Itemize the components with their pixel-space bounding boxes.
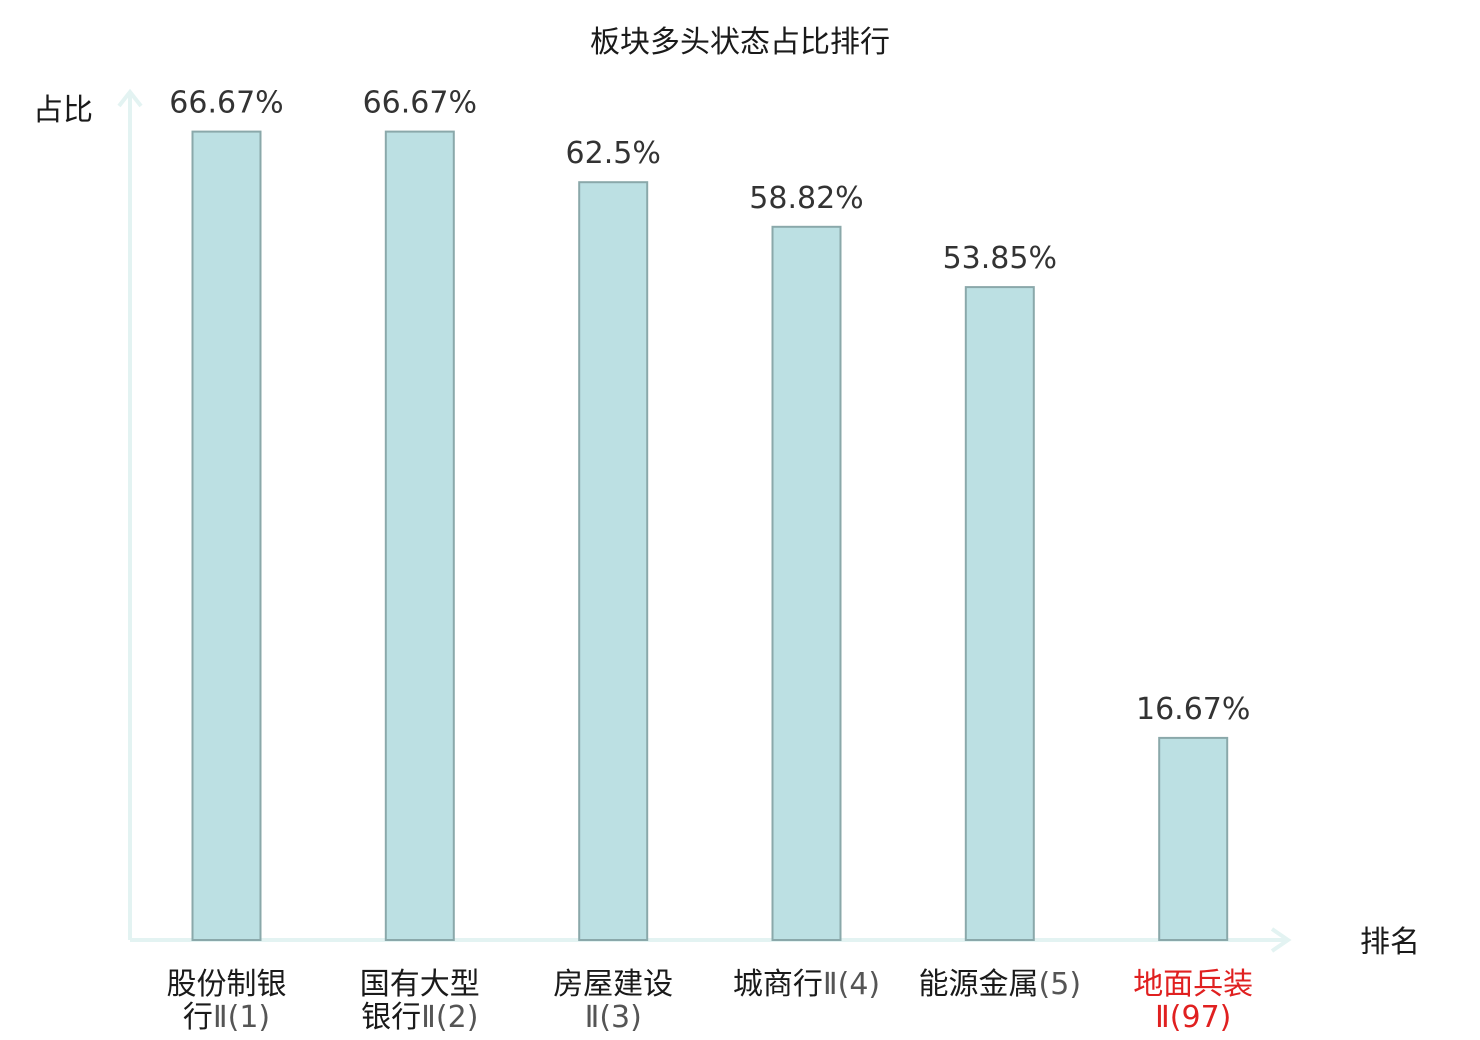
category-label-part: (5) xyxy=(1039,967,1082,1002)
bar-value-label: 58.82% xyxy=(749,181,863,216)
category-label-part: Ⅱ(2) xyxy=(421,1000,478,1035)
category-label-part: Ⅱ(97) xyxy=(1155,1000,1231,1035)
category-label: 国有大型 xyxy=(360,967,480,1002)
bar-value-label: 66.67% xyxy=(363,86,477,121)
category-label: 行Ⅱ(1) xyxy=(183,1000,270,1035)
bar xyxy=(771,225,842,942)
category-label-part: 能源金属 xyxy=(919,967,1039,1002)
bar xyxy=(578,181,649,941)
y-axis-label: 占比 xyxy=(33,93,93,128)
bar-value-label: 62.5% xyxy=(566,136,661,171)
axes xyxy=(117,88,1292,953)
category-label: 城商行Ⅱ(4) xyxy=(733,967,880,1002)
x-axis-arrow xyxy=(1270,927,1292,953)
bar-value-label: 16.67% xyxy=(1136,692,1250,727)
category-label-part: 房屋建设 xyxy=(553,967,673,1002)
bar-value-label: 53.85% xyxy=(943,241,1057,276)
category-label-part: Ⅱ(1) xyxy=(213,1000,270,1035)
category-label-part: 地面兵装 xyxy=(1133,967,1253,1002)
category-label: Ⅱ(97) xyxy=(1155,1000,1231,1035)
bar-value-label: 66.67% xyxy=(169,86,283,121)
category-label: Ⅱ(3) xyxy=(585,1000,642,1035)
category-label: 股份制银 xyxy=(167,967,287,1002)
bar xyxy=(384,130,455,942)
y-axis-arrow xyxy=(117,88,143,108)
value-labels: 66.67% 66.67% 62.5% 58.82% 53.85% 16.67% xyxy=(169,86,1250,727)
category-label-part: Ⅱ(3) xyxy=(585,1000,642,1035)
category-label-part: 银行 xyxy=(361,1000,421,1035)
chart-title: 板块多头状态占比排行 xyxy=(590,25,890,60)
bar xyxy=(964,286,1035,942)
category-label: 能源金属(5) xyxy=(919,967,1082,1002)
category-label-part: Ⅱ(4) xyxy=(823,967,880,1002)
category-label: 房屋建设 xyxy=(553,967,673,1002)
category-label-part: 城商行 xyxy=(733,967,823,1002)
category-label-part: 股份制银 xyxy=(167,967,287,1002)
category-label: 地面兵装 xyxy=(1133,967,1253,1002)
bar xyxy=(1158,736,1229,942)
category-label: 银行Ⅱ(2) xyxy=(361,1000,478,1035)
category-label-part: 国有大型 xyxy=(360,967,480,1002)
bars xyxy=(191,130,1229,942)
x-axis-label: 排名 xyxy=(1360,925,1420,960)
category-label-part: 行 xyxy=(183,1000,213,1035)
bar xyxy=(191,130,262,942)
